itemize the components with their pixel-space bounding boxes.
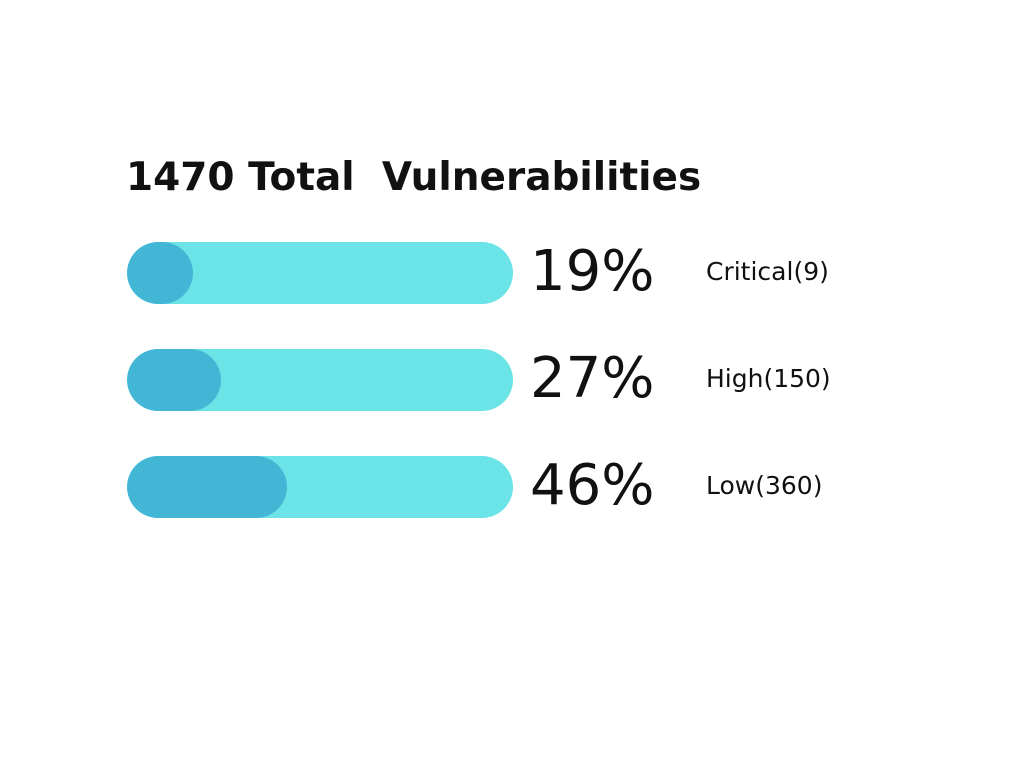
category-label-critical: Critical(9)	[706, 257, 829, 286]
value-label-critical: 19%	[530, 239, 655, 304]
bar-row-critical: 19% Critical(9)	[0, 239, 1024, 304]
bar-track	[127, 349, 513, 411]
category-label-high: High(150)	[706, 364, 831, 393]
category-label-low: Low(360)	[706, 471, 823, 500]
bar-fill-critical	[127, 242, 193, 304]
bar-fill-high	[127, 349, 221, 411]
bar-row-high: 27% High(150)	[0, 346, 1024, 411]
value-label-low: 46%	[530, 453, 655, 518]
value-label-high: 27%	[530, 346, 655, 411]
bar-fill-low	[127, 456, 287, 518]
bar-track	[127, 456, 513, 518]
chart-title: 1470 Total Vulnerabilities	[126, 155, 702, 200]
bar-track	[127, 242, 513, 304]
bar-row-low: 46% Low(360)	[0, 453, 1024, 518]
